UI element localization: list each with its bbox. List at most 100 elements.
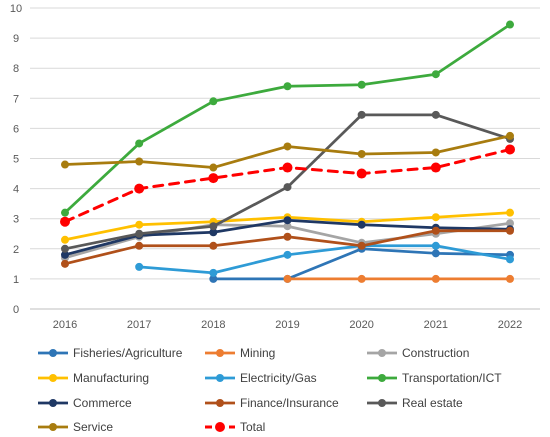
data-point bbox=[209, 241, 218, 250]
legend: Fisheries/Agriculture Mining Construction M… bbox=[38, 346, 502, 434]
legend-label: Fisheries/Agriculture bbox=[73, 346, 183, 360]
legend-label: Service bbox=[73, 420, 113, 434]
data-point bbox=[60, 216, 70, 227]
data-point bbox=[209, 228, 218, 237]
data-point bbox=[135, 229, 144, 238]
legend-item: Service bbox=[38, 420, 113, 434]
legend-label: Commerce bbox=[73, 396, 132, 410]
data-point bbox=[61, 160, 69, 169]
data-point bbox=[431, 274, 440, 283]
y-tick-label: 2 bbox=[13, 244, 19, 256]
legend-marker bbox=[49, 423, 57, 431]
legend-item: Finance/Insurance bbox=[205, 396, 339, 410]
legend-marker bbox=[49, 349, 57, 357]
legend-item: Mining bbox=[205, 346, 275, 360]
legend-marker bbox=[49, 399, 57, 407]
legend-item: Commerce bbox=[38, 396, 132, 410]
y-axis: 0 1 2 3 4 5 6 7 8 9 10 bbox=[10, 3, 22, 316]
legend-item: Manufacturing bbox=[38, 371, 149, 385]
x-tick-label: 2016 bbox=[53, 319, 77, 331]
x-tick-label: 2021 bbox=[424, 319, 448, 331]
x-tick-label: 2022 bbox=[498, 319, 522, 331]
data-point bbox=[431, 213, 440, 222]
data-point bbox=[283, 183, 292, 192]
series-lines bbox=[60, 20, 515, 283]
data-point bbox=[283, 142, 292, 151]
y-tick-label: 6 bbox=[13, 123, 19, 135]
series-total bbox=[60, 144, 515, 227]
y-tick-label: 7 bbox=[13, 93, 19, 105]
data-point bbox=[283, 232, 292, 241]
data-point bbox=[357, 274, 366, 283]
legend-marker bbox=[49, 374, 57, 382]
data-point bbox=[505, 144, 515, 155]
y-tick-label: 5 bbox=[13, 154, 19, 166]
data-point bbox=[209, 222, 218, 231]
data-point bbox=[431, 249, 440, 258]
legend-item: Construction bbox=[367, 346, 469, 360]
data-point bbox=[283, 216, 292, 225]
data-point bbox=[506, 20, 514, 29]
legend-item: Electricity/Gas bbox=[205, 371, 317, 385]
y-tick-label: 10 bbox=[10, 3, 22, 15]
data-point bbox=[357, 80, 366, 89]
legend-marker bbox=[216, 374, 224, 382]
x-tick-label: 2019 bbox=[275, 319, 299, 331]
legend-marker bbox=[378, 349, 386, 357]
series-service bbox=[61, 131, 514, 172]
data-point bbox=[283, 274, 292, 283]
x-tick-label: 2018 bbox=[201, 319, 225, 331]
data-point bbox=[431, 226, 440, 235]
data-point bbox=[61, 259, 69, 268]
data-point bbox=[209, 274, 218, 283]
y-tick-label: 4 bbox=[13, 184, 19, 196]
data-point bbox=[135, 262, 144, 271]
y-tick-label: 9 bbox=[13, 33, 19, 45]
x-tick-label: 2020 bbox=[349, 319, 373, 331]
data-point bbox=[357, 220, 366, 229]
data-point bbox=[506, 226, 514, 235]
data-point bbox=[61, 250, 69, 259]
legend-marker bbox=[216, 399, 224, 407]
data-point bbox=[135, 220, 144, 229]
legend-item: Total bbox=[205, 420, 265, 434]
data-point bbox=[282, 162, 293, 173]
data-point bbox=[506, 131, 514, 140]
grid-lines bbox=[30, 7, 540, 310]
data-point bbox=[61, 235, 69, 244]
legend-item: Real estate bbox=[367, 396, 463, 410]
data-point bbox=[283, 250, 292, 259]
data-point bbox=[135, 241, 144, 250]
data-point bbox=[283, 82, 292, 91]
data-point bbox=[357, 149, 366, 158]
data-point bbox=[506, 274, 514, 283]
series-real-estate bbox=[61, 110, 514, 253]
data-point bbox=[209, 97, 218, 106]
data-point bbox=[506, 219, 514, 228]
data-point bbox=[209, 163, 218, 172]
data-point bbox=[208, 173, 219, 184]
data-point bbox=[61, 208, 69, 217]
y-tick-label: 8 bbox=[13, 63, 19, 75]
series-line bbox=[211, 247, 512, 281]
data-point bbox=[431, 241, 440, 250]
legend-marker bbox=[215, 422, 225, 432]
series-line bbox=[137, 244, 512, 275]
data-point bbox=[61, 244, 69, 253]
y-tick-label: 3 bbox=[13, 214, 19, 226]
series-transportation-ict bbox=[61, 20, 514, 217]
y-tick-label: 0 bbox=[13, 304, 19, 316]
data-point bbox=[135, 157, 144, 166]
legend-label: Real estate bbox=[402, 396, 463, 410]
legend-marker bbox=[378, 374, 386, 382]
legend-label: Total bbox=[240, 420, 265, 434]
legend-label: Electricity/Gas bbox=[240, 371, 317, 385]
x-tick-label: 2017 bbox=[127, 319, 151, 331]
data-point bbox=[431, 70, 440, 79]
legend-label: Mining bbox=[240, 346, 275, 360]
data-point bbox=[506, 208, 514, 217]
data-point bbox=[356, 168, 367, 179]
legend-item: Fisheries/Agriculture bbox=[38, 346, 183, 360]
legend-label: Construction bbox=[402, 346, 469, 360]
